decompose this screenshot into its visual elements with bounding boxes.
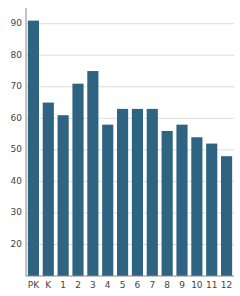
y-tick-label: 30	[11, 207, 23, 217]
bar	[221, 156, 232, 276]
x-tick-label: 5	[120, 280, 126, 290]
y-tick-label: 80	[11, 50, 23, 60]
y-tick-label: 90	[11, 18, 23, 28]
x-tick-label: 2	[75, 280, 81, 290]
bar	[28, 21, 39, 276]
chart-container: 2030405060708090PKK123456789101112	[0, 0, 240, 296]
bar	[102, 125, 113, 276]
bar	[176, 125, 187, 276]
y-tick-label: 40	[11, 176, 23, 186]
x-tick-label: K	[45, 280, 52, 290]
x-tick-label: 3	[90, 280, 96, 290]
x-tick-label: 9	[179, 280, 185, 290]
chart-svg: 2030405060708090PKK123456789101112	[0, 0, 240, 296]
y-tick-label: 50	[11, 144, 23, 154]
bar	[43, 103, 54, 276]
x-tick-label: 8	[164, 280, 170, 290]
bar	[147, 109, 158, 276]
bar	[72, 84, 83, 276]
y-tick-label: 60	[11, 113, 23, 123]
grid-line	[26, 181, 234, 182]
grid-line	[26, 55, 234, 56]
grid	[26, 24, 234, 245]
grid-line	[26, 86, 234, 87]
bar	[87, 71, 98, 276]
grid-line	[26, 212, 234, 213]
x-tick-label: 11	[206, 280, 217, 290]
x-tick-label: 7	[149, 280, 155, 290]
y-tick-label: 20	[11, 239, 23, 249]
grid-line	[26, 244, 234, 245]
bar	[132, 109, 143, 276]
bars	[28, 21, 232, 276]
x-tick-label: 10	[191, 280, 203, 290]
x-tick-label: 4	[105, 280, 111, 290]
bar	[117, 109, 128, 276]
grid-line	[26, 149, 234, 150]
grid-line	[26, 118, 234, 119]
bar	[162, 131, 173, 276]
y-axis-line	[26, 8, 27, 276]
bar	[58, 115, 69, 276]
x-tick-label: PK	[28, 280, 40, 290]
x-tick-label: 12	[221, 280, 232, 290]
bar	[206, 144, 217, 276]
y-tick-label: 70	[11, 81, 23, 91]
x-tick-label: 6	[135, 280, 141, 290]
bar	[191, 137, 202, 276]
x-axis-line	[26, 276, 234, 277]
x-tick-label: 1	[60, 280, 66, 290]
grid-line	[26, 23, 234, 24]
